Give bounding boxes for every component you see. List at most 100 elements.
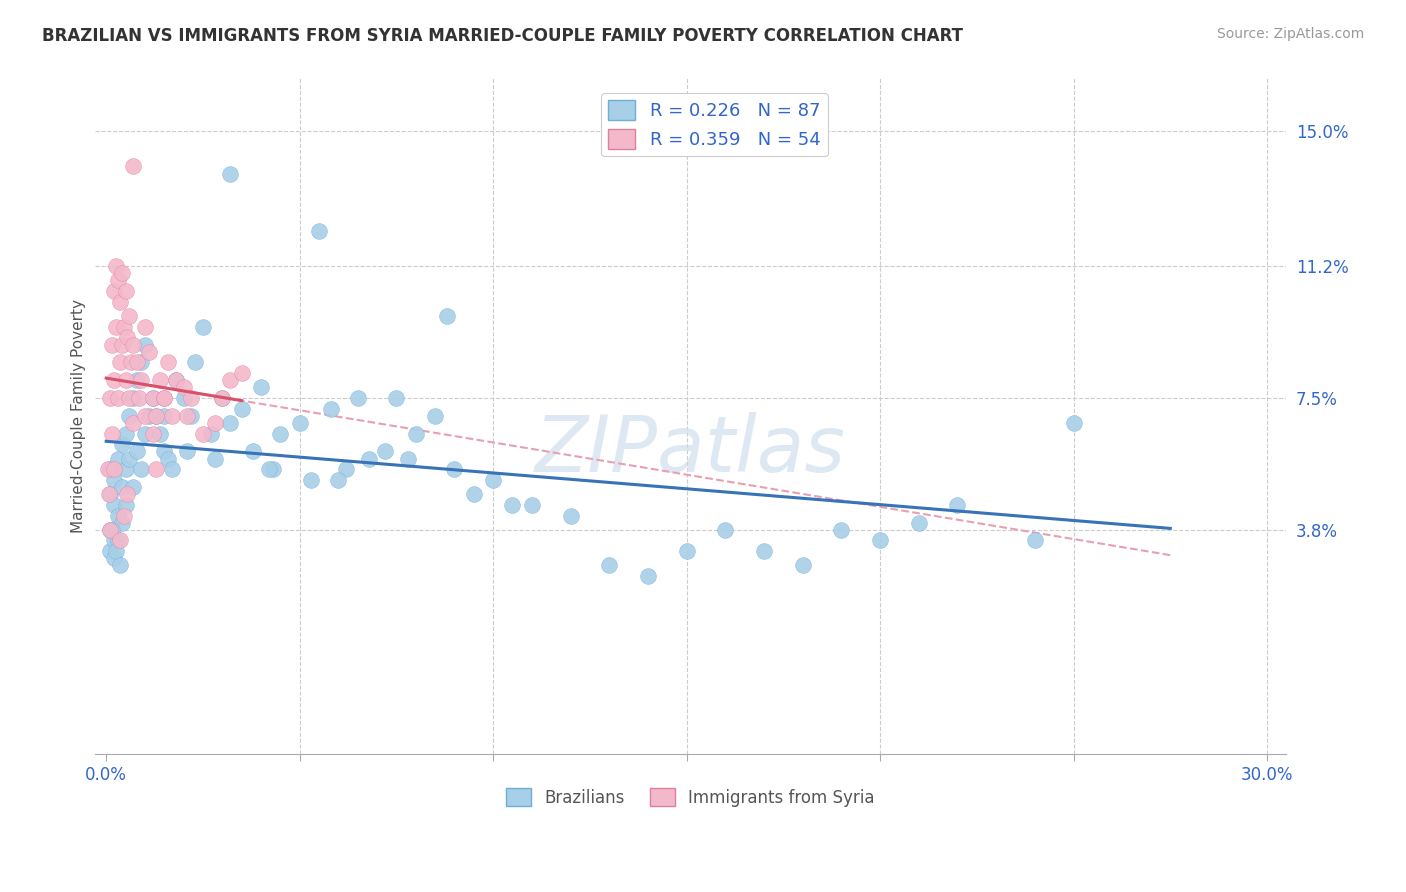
Point — [269, 426, 291, 441]
Point — [142, 391, 165, 405]
Point — [288, 416, 311, 430]
Point — [231, 401, 253, 416]
Point — [328, 473, 350, 487]
Text: Source: ZipAtlas.com: Source: ZipAtlas.com — [1216, 27, 1364, 41]
Point — [118, 409, 141, 423]
Point — [520, 498, 543, 512]
Point — [122, 391, 145, 405]
Point — [98, 487, 121, 501]
Point — [257, 462, 280, 476]
Point — [191, 426, 214, 441]
Point — [346, 391, 368, 405]
Point — [219, 167, 242, 181]
Point — [128, 391, 150, 405]
Point — [204, 416, 226, 430]
Point — [103, 533, 125, 548]
Point — [114, 462, 136, 476]
Point — [262, 462, 284, 476]
Point — [242, 444, 264, 458]
Text: ZIPatlas: ZIPatlas — [536, 412, 846, 488]
Point — [443, 462, 465, 476]
Point — [98, 487, 121, 501]
Point — [111, 266, 134, 280]
Y-axis label: Married-Couple Family Poverty: Married-Couple Family Poverty — [72, 299, 86, 533]
Point — [184, 355, 207, 369]
Point — [107, 508, 129, 523]
Point — [134, 426, 156, 441]
Point — [108, 558, 131, 573]
Point — [176, 444, 198, 458]
Point — [142, 391, 165, 405]
Point — [107, 273, 129, 287]
Point — [122, 160, 145, 174]
Point — [112, 319, 135, 334]
Point — [129, 462, 152, 476]
Point — [423, 409, 446, 423]
Point — [127, 444, 149, 458]
Point — [211, 391, 233, 405]
Legend: Brazilians, Immigrants from Syria: Brazilians, Immigrants from Syria — [499, 781, 882, 814]
Point — [107, 533, 129, 548]
Point — [160, 462, 183, 476]
Point — [180, 409, 202, 423]
Point — [191, 319, 214, 334]
Point — [149, 373, 172, 387]
Point — [157, 355, 180, 369]
Point — [101, 426, 124, 441]
Point — [385, 391, 408, 405]
Point — [200, 426, 222, 441]
Point — [637, 569, 659, 583]
Point — [108, 294, 131, 309]
Point — [405, 426, 427, 441]
Point — [122, 337, 145, 351]
Point — [1024, 533, 1046, 548]
Point — [103, 284, 125, 298]
Point — [176, 409, 198, 423]
Point — [129, 355, 152, 369]
Point — [114, 498, 136, 512]
Point — [792, 558, 814, 573]
Point — [299, 473, 322, 487]
Point — [482, 473, 505, 487]
Point — [103, 373, 125, 387]
Point — [104, 259, 127, 273]
Point — [145, 409, 167, 423]
Point — [114, 373, 136, 387]
Point — [153, 391, 176, 405]
Point — [107, 451, 129, 466]
Point — [675, 544, 697, 558]
Point — [118, 451, 141, 466]
Point — [103, 551, 125, 566]
Point — [129, 373, 152, 387]
Point — [173, 391, 195, 405]
Point — [157, 451, 180, 466]
Point — [114, 426, 136, 441]
Point — [108, 355, 131, 369]
Point — [108, 533, 131, 548]
Point — [250, 380, 273, 394]
Point — [153, 409, 176, 423]
Point — [231, 366, 253, 380]
Point — [946, 498, 969, 512]
Point — [173, 380, 195, 394]
Point — [104, 319, 127, 334]
Point — [752, 544, 775, 558]
Point — [101, 337, 124, 351]
Point — [111, 516, 134, 530]
Point — [165, 373, 187, 387]
Point — [560, 508, 582, 523]
Point — [127, 355, 149, 369]
Point — [104, 544, 127, 558]
Point — [714, 523, 737, 537]
Point — [907, 516, 929, 530]
Point — [138, 344, 160, 359]
Point — [335, 462, 357, 476]
Point — [118, 391, 141, 405]
Point — [118, 309, 141, 323]
Point — [98, 523, 121, 537]
Point — [111, 480, 134, 494]
Point — [149, 426, 172, 441]
Point — [103, 462, 125, 476]
Point — [211, 391, 233, 405]
Point — [869, 533, 891, 548]
